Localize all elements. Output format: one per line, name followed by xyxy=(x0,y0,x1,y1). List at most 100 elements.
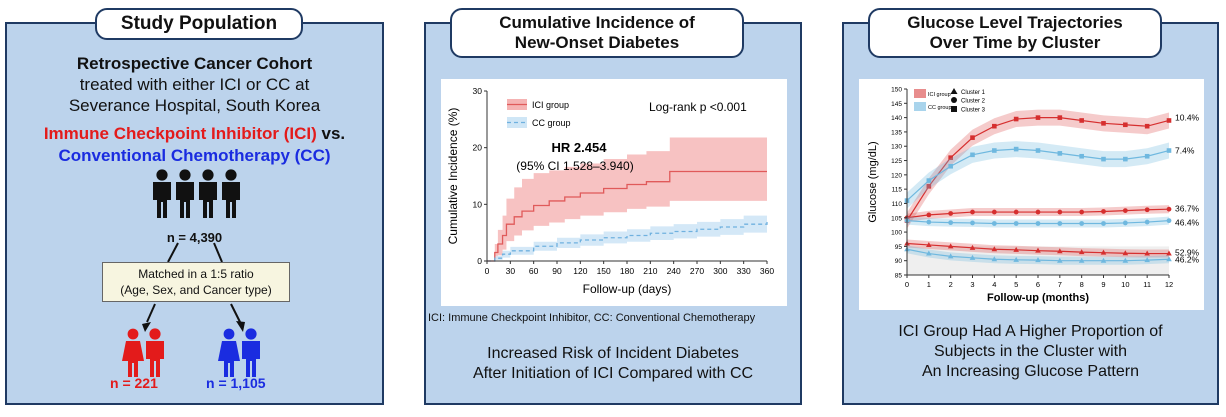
data-point xyxy=(1079,209,1085,215)
data-point xyxy=(926,212,932,218)
x-tick-label: 90 xyxy=(552,266,562,276)
glucose-conclusion-line-3: An Increasing Glucose Pattern xyxy=(921,363,1139,380)
x-tick-label: 180 xyxy=(620,266,634,276)
data-point xyxy=(1122,257,1129,263)
data-point xyxy=(1144,123,1150,129)
x-tick-label: 9 xyxy=(1101,280,1105,289)
data-point xyxy=(969,244,976,250)
data-point xyxy=(1013,246,1019,252)
ci-annotation: (95% CI 1.528–3.940) xyxy=(516,159,633,173)
ici-count: n = 221 xyxy=(110,375,158,391)
data-point xyxy=(970,220,975,226)
legend-swatch-cc xyxy=(914,102,926,111)
data-point xyxy=(1166,218,1172,224)
data-point xyxy=(970,135,975,140)
legend-swatch-ici xyxy=(914,89,926,98)
x-tick-label: 330 xyxy=(737,266,751,276)
end-label: 46.2% xyxy=(1175,255,1200,265)
data-point xyxy=(991,221,997,226)
data-point xyxy=(948,211,954,216)
y-tick-label: 90 xyxy=(895,258,903,265)
hr-annotation: HR 2.454 xyxy=(552,140,608,155)
data-point xyxy=(1144,250,1150,256)
matching-box: Matched in a 1:5 ratio (Age, Sex, and Ca… xyxy=(102,262,290,302)
data-point xyxy=(1100,249,1107,255)
data-point xyxy=(1166,256,1172,262)
x-tick-label: 0 xyxy=(485,266,490,276)
glucose-chart: 10.4%7.4%36.7%46.4%52.9%46.2%0 1 2 3 4 5 6 7 8 9 1… xyxy=(867,87,1200,305)
cohort-line-1: Retrospective Cancer Cohort xyxy=(76,54,313,73)
legend-label-ici: ICI group xyxy=(928,92,951,98)
data-point xyxy=(1035,148,1041,153)
incidence-conclusion-line-1: Increased Risk of Incident Diabetes xyxy=(487,345,739,362)
x-tick-label: 1 xyxy=(927,280,931,289)
incidence-conclusion-line-2: After Initiation of ICI Compared with CC xyxy=(472,365,754,382)
x-tick-label: 150 xyxy=(597,266,611,276)
y-tick-label: 105 xyxy=(891,215,902,222)
data-point xyxy=(926,241,932,247)
data-point xyxy=(947,253,954,259)
cohort-line-2: treated with either ICI or CC at xyxy=(79,75,310,94)
legend-circle-icon xyxy=(951,97,957,103)
glucose-conclusion-line-2: Subjects in the Cluster with xyxy=(934,343,1127,360)
y-tick-label: 145 xyxy=(891,101,902,108)
x-tick-label: 10 xyxy=(1121,280,1129,289)
x-tick-label: 30 xyxy=(506,266,516,276)
incidence-conclusion: Increased Risk of Incident Diabetes Afte… xyxy=(426,344,800,384)
cohort-line-3: Severance Hospital, South Korea xyxy=(68,96,321,115)
logrank-annotation: Log-rank p <0.001 xyxy=(649,100,747,114)
data-point xyxy=(1166,148,1172,153)
data-point xyxy=(1057,209,1063,215)
incidence-title-line-2: New-Onset Diabetes xyxy=(514,33,680,52)
incidence-chart: 0 30 60 90 120 150 180 210 240 270 300 330 360 0 10 20 3… xyxy=(446,86,774,296)
glucose-conclusion-line-1: ICI Group Had A Higher Proportion of xyxy=(898,323,1163,340)
x-tick-label: 60 xyxy=(529,266,539,276)
data-point xyxy=(926,178,932,183)
data-point xyxy=(1079,153,1084,159)
y-tick-label: 120 xyxy=(891,172,902,179)
data-point xyxy=(1013,256,1019,262)
x-axis-label: Follow-up (days) xyxy=(583,282,672,296)
x-tick-label: 360 xyxy=(760,266,774,276)
legend-label-ici: ICI group xyxy=(532,100,569,110)
data-point xyxy=(1144,219,1150,225)
y-tick-label: 140 xyxy=(891,115,902,122)
data-point xyxy=(1013,209,1019,215)
data-point xyxy=(1013,221,1019,226)
x-tick-label: 270 xyxy=(690,266,704,276)
glucose-title-line-2: Over Time by Cluster xyxy=(929,33,1101,52)
y-tick-label: 10 xyxy=(473,199,483,209)
data-point xyxy=(1035,247,1041,253)
y-tick-label: 30 xyxy=(473,86,483,96)
legend-cluster-2: Cluster 2 xyxy=(961,99,986,105)
cohort-description: Retrospective Cancer Cohort treated with… xyxy=(5,53,384,116)
data-point xyxy=(1013,116,1019,122)
data-point xyxy=(991,209,997,215)
data-point xyxy=(926,183,932,189)
study-population-panel xyxy=(5,22,384,405)
total-count: n = 4,390 xyxy=(166,230,223,245)
x-tick-label: 2 xyxy=(949,280,953,289)
end-label: 36.7% xyxy=(1175,204,1200,214)
ici-people-icon xyxy=(122,328,164,377)
legend-triangle-icon xyxy=(950,88,958,94)
cc-people-icon xyxy=(218,328,260,377)
data-point xyxy=(926,250,932,256)
y-tick-label: 95 xyxy=(895,244,903,251)
incidence-chart-box: 0 30 60 90 120 150 180 210 240 270 300 330 360 0 10 20 3… xyxy=(441,79,787,306)
glucose-conclusion: ICI Group Had A Higher Proportion of Sub… xyxy=(844,322,1217,382)
x-tick-label: 240 xyxy=(667,266,681,276)
data-point xyxy=(1144,257,1150,263)
data-point xyxy=(970,209,975,215)
data-point xyxy=(926,219,932,225)
data-point xyxy=(1101,156,1106,162)
series-line-ici xyxy=(487,170,767,262)
data-point xyxy=(1123,156,1128,162)
data-point xyxy=(948,220,954,226)
data-point xyxy=(1100,257,1107,263)
x-tick-label: 3 xyxy=(970,280,974,289)
glucose-chart-box: 10.4% 7.4% 36.7% 46.4% 52.9% 46.2% 0 1 2 3 4 5 6 7 8 9 1… xyxy=(859,79,1204,310)
y-tick-label: 110 xyxy=(892,201,903,208)
end-label: 52.9% xyxy=(1175,248,1200,258)
